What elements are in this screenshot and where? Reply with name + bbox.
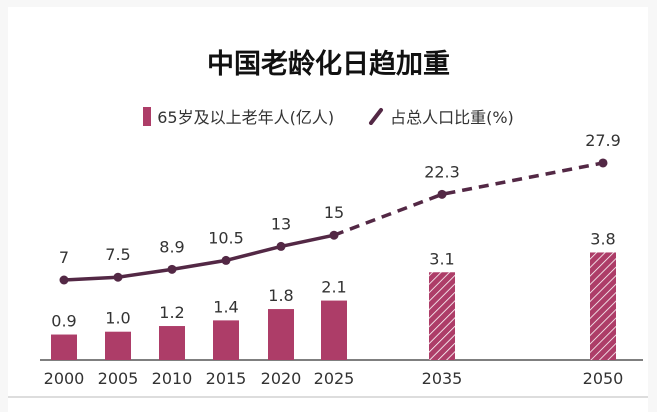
line-value-label: 10.5 (208, 228, 244, 247)
line-point (221, 255, 231, 265)
line-value-label: 8.9 (159, 237, 184, 256)
bar (268, 309, 294, 360)
line-point (167, 264, 177, 274)
bar (321, 300, 347, 360)
bar-value-label: 3.8 (590, 229, 615, 248)
bar-value-label: 0.9 (51, 312, 76, 331)
chart-title: 中国老龄化日趋加重 (207, 49, 450, 80)
line-value-label: 27.9 (585, 131, 621, 150)
line-value-label: 7.5 (105, 245, 130, 264)
legend-item-bar: 65岁及以上老年人(亿人) (143, 104, 334, 128)
line-point (276, 241, 286, 251)
line-series-actual (63, 233, 335, 282)
legend-label-line: 占总人口比重(%) (390, 108, 514, 127)
bar-value-label: 3.1 (429, 249, 454, 268)
line-value-label: 15 (324, 203, 344, 222)
legend: 65岁及以上老年人(亿人) 占总人口比重(%) (0, 104, 657, 128)
bar-value-label: 1.8 (268, 286, 293, 305)
x-tick-label: 2005 (98, 369, 139, 388)
line-point (598, 158, 608, 168)
x-tick-label: 2035 (422, 369, 463, 388)
bar (159, 326, 185, 360)
bar (590, 252, 616, 360)
bar (213, 320, 239, 360)
line-point (113, 272, 123, 282)
x-tick-label: 2025 (314, 369, 355, 388)
line-swatch-icon (369, 108, 384, 125)
x-tick-label: 2020 (261, 369, 302, 388)
bar-swatch-icon (143, 106, 152, 126)
legend-item-line: 占总人口比重(%) (368, 104, 514, 128)
x-tick-label: 2050 (583, 369, 624, 388)
x-tick-label: 2010 (152, 369, 193, 388)
line-series-projected (333, 161, 604, 237)
x-tick-label: 2015 (206, 369, 247, 388)
bar (429, 272, 455, 360)
line-point (437, 189, 447, 199)
x-tick-label: 2000 (44, 369, 85, 388)
line-value-label: 7 (59, 248, 69, 267)
bar-value-label: 1.4 (213, 297, 238, 316)
bar-value-label: 1.2 (159, 303, 184, 322)
bar-value-label: 1.0 (105, 309, 130, 328)
legend-label-bar: 65岁及以上老年人(亿人) (157, 108, 335, 127)
bar (51, 334, 77, 360)
line-value-label: 22.3 (424, 162, 460, 181)
line-point (329, 230, 339, 240)
bar-value-label: 2.1 (321, 278, 346, 297)
line-value-label: 13 (271, 214, 291, 233)
bar (105, 331, 131, 360)
line-point (59, 275, 69, 285)
